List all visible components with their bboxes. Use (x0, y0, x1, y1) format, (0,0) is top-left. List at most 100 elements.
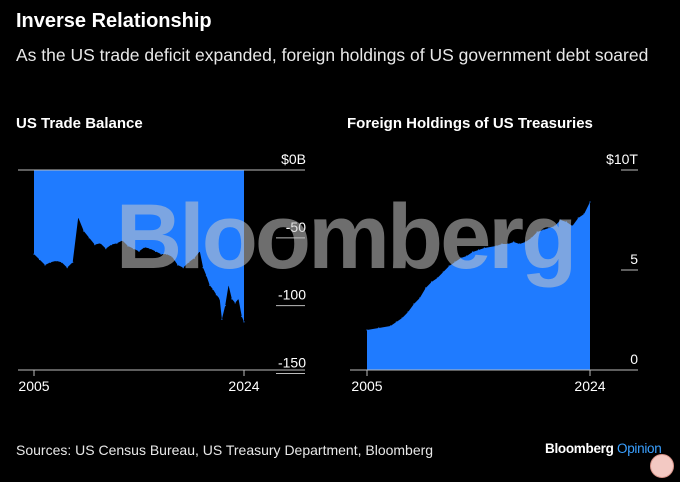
source-note: Sources: US Census Bureau, US Treasury D… (16, 442, 434, 458)
area-series (34, 170, 244, 322)
data-point (193, 257, 195, 259)
data-point (501, 243, 503, 245)
data-point (44, 264, 46, 266)
chart-1: $10T 5 0 2005 2024 (350, 151, 638, 394)
data-point (513, 241, 515, 243)
data-point (454, 261, 456, 263)
data-point (77, 216, 79, 219)
watermark: Bloomberg (116, 186, 575, 288)
data-point (177, 264, 179, 266)
data-point (565, 221, 568, 223)
data-point (105, 248, 107, 250)
y-tick-label-2: 0 (630, 351, 638, 367)
data-point (589, 201, 591, 203)
data-point (166, 253, 168, 255)
data-point (554, 225, 556, 227)
data-point (116, 242, 118, 244)
data-point (495, 245, 497, 247)
data-point (99, 242, 101, 244)
data-point (436, 277, 439, 279)
data-point (231, 298, 233, 300)
brand-name: Bloomberg (545, 441, 614, 456)
data-point (188, 261, 190, 263)
data-point (94, 243, 96, 246)
y-tick-label-1: -50 (286, 219, 306, 235)
y-tick-label-0: $0B (281, 151, 306, 167)
data-point (154, 250, 157, 252)
data-point (518, 243, 521, 245)
data-point (419, 297, 421, 299)
data-point (110, 243, 112, 246)
data-point (425, 287, 427, 289)
data-point (241, 315, 243, 318)
data-point (530, 237, 532, 239)
data-point (205, 275, 208, 277)
data-point (55, 260, 57, 262)
data-point (202, 267, 204, 269)
data-point (472, 251, 474, 253)
data-point (466, 255, 468, 257)
data-point (401, 317, 403, 319)
data-point (212, 288, 214, 290)
data-point (395, 321, 397, 323)
data-point (413, 303, 415, 305)
data-point (224, 305, 226, 307)
x-tick-label-1: 2024 (228, 378, 259, 394)
y-tick-label-1: 5 (630, 251, 638, 267)
zoom-icon[interactable] (650, 454, 674, 478)
y-tick-label-3: -150 (278, 354, 306, 370)
data-point (560, 219, 562, 221)
data-point (536, 231, 538, 233)
data-point (33, 253, 35, 255)
data-point (199, 250, 201, 252)
data-point (442, 271, 444, 273)
data-point (83, 230, 85, 232)
data-point (366, 329, 368, 331)
data-point (221, 318, 223, 320)
data-point (542, 229, 544, 231)
data-point (507, 243, 509, 245)
data-point (38, 258, 41, 261)
chart-subtitle: As the US trade deficit expanded, foreig… (16, 45, 649, 65)
data-point (143, 246, 146, 248)
x-tick-label-0: 2005 (18, 378, 49, 394)
data-point (548, 227, 550, 229)
data-point (460, 257, 462, 259)
charts-canvas: $0B -50 -100 -150 2005 2024 $10T 5 0 2005 2024 Bloo… (18, 151, 638, 394)
data-point (219, 298, 221, 300)
x-tick-label-1: 2024 (574, 378, 605, 394)
data-point (182, 267, 184, 269)
data-point (407, 311, 409, 313)
data-point (127, 245, 129, 247)
data-point (160, 253, 162, 255)
data-point (171, 256, 173, 258)
data-point (138, 250, 140, 252)
data-point (227, 284, 230, 286)
area-series (367, 202, 590, 370)
data-point (66, 267, 68, 269)
y-tick-label-0: $10T (606, 151, 638, 167)
right-chart-title: Foreign Holdings of US Treasuries (347, 115, 593, 132)
data-point (132, 248, 135, 250)
x-tick-label-0: 2005 (351, 378, 382, 394)
data-point (88, 237, 90, 239)
left-chart-title: US Trade Balance (16, 115, 143, 132)
y-tick-label-2: -100 (278, 287, 306, 303)
data-point (571, 225, 573, 227)
data-point (583, 213, 585, 215)
data-point (237, 298, 240, 300)
chart-title-main: Inverse Relationship (16, 10, 212, 32)
data-point (72, 261, 74, 263)
data-point (577, 217, 579, 219)
data-point (483, 247, 485, 249)
data-point (215, 294, 217, 296)
data-point (524, 241, 527, 243)
chart-0: $0B -50 -100 -150 2005 2024 (18, 151, 306, 394)
data-point (477, 249, 480, 251)
data-point (378, 327, 380, 329)
data-point (49, 261, 52, 263)
data-point (234, 302, 236, 304)
data-point (448, 265, 450, 267)
data-point (430, 281, 433, 283)
data-point (209, 284, 211, 286)
